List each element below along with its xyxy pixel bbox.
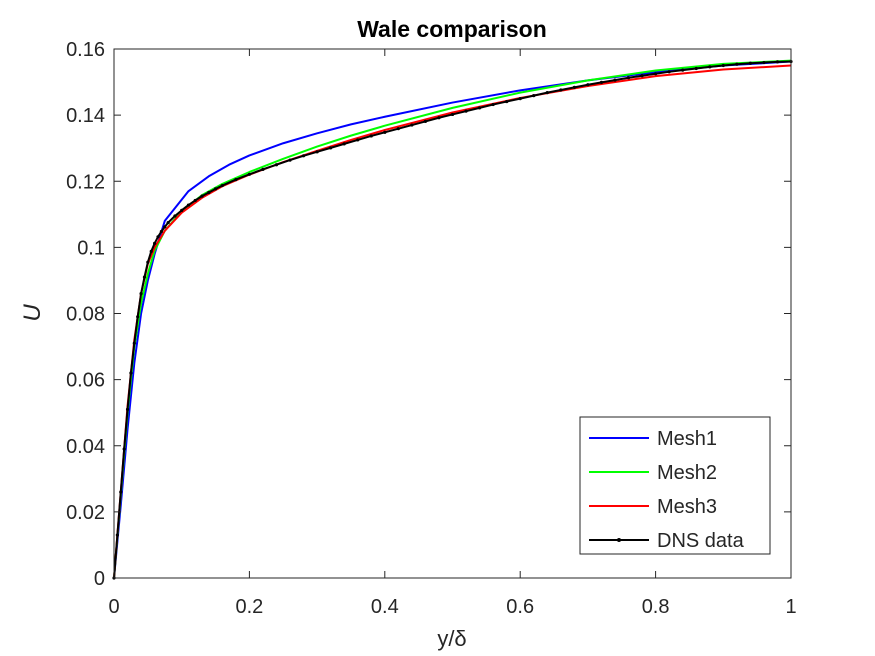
data-point — [477, 106, 482, 110]
data-point — [329, 146, 333, 150]
legend-marker — [617, 538, 621, 542]
axes: 0 0.2 0.4 0.6 0.8 1 0 0.02 0.04 0.06 0.08 0.1 0.12 0.… — [66, 39, 797, 618]
y-axis-label: U — [19, 304, 46, 322]
data-point — [139, 292, 143, 296]
legend-label: DNS data — [657, 530, 745, 552]
data-point — [180, 208, 184, 212]
data-point — [146, 260, 150, 264]
data-point — [586, 83, 590, 87]
data-point — [119, 490, 123, 494]
data-point — [149, 249, 153, 253]
legend-label: Mesh1 — [657, 428, 717, 450]
data-point — [518, 96, 522, 101]
data-point — [437, 116, 441, 120]
data-point — [775, 60, 780, 64]
y-tick-label: 0.04 — [66, 436, 105, 458]
x-tick-label: 0.6 — [506, 596, 534, 618]
data-point — [163, 225, 167, 229]
data-point — [159, 229, 163, 234]
data-point — [274, 163, 279, 167]
data-point — [694, 66, 698, 71]
data-point — [572, 85, 576, 89]
data-point — [288, 158, 292, 162]
data-point — [234, 178, 238, 182]
data-point — [356, 138, 360, 142]
data-point — [142, 275, 147, 279]
data-point — [613, 78, 617, 82]
y-tick-label: 0.16 — [66, 39, 105, 61]
y-tick-label: 0 — [94, 568, 105, 590]
data-point — [220, 183, 224, 188]
y-tick-label: 0.02 — [66, 502, 105, 524]
data-point — [545, 91, 549, 95]
data-point — [342, 142, 346, 146]
data-point — [186, 203, 191, 207]
data-point — [748, 61, 752, 65]
data-point — [532, 94, 536, 98]
data-point — [505, 99, 509, 104]
data-point — [136, 315, 140, 319]
data-point — [153, 241, 157, 246]
x-tick-label: 0.4 — [371, 596, 399, 618]
data-point — [681, 68, 685, 72]
data-point — [261, 167, 265, 171]
series-line-1 — [113, 60, 792, 579]
data-point — [667, 70, 671, 74]
data-point — [301, 154, 306, 158]
legend: Mesh1 Mesh2 Mesh3 DNS data — [579, 416, 771, 555]
data-point — [640, 74, 644, 78]
data-point — [599, 80, 604, 84]
y-tick-label: 0.06 — [66, 370, 105, 392]
y-tick-label: 0.08 — [66, 304, 105, 326]
data-point — [762, 60, 766, 65]
y-tick-label: 0.14 — [66, 105, 105, 127]
x-tick-label: 0.8 — [642, 596, 670, 618]
data-point — [735, 62, 739, 66]
x-tick-label: 1 — [785, 596, 796, 618]
data-point — [173, 214, 177, 218]
legend-label: Mesh2 — [657, 462, 717, 484]
x-tick-label: 0.2 — [235, 596, 263, 618]
data-point — [410, 123, 414, 127]
legend-box — [579, 416, 771, 555]
data-point — [129, 371, 133, 375]
x-tick-label: 0 — [108, 596, 119, 618]
data-point — [559, 88, 563, 92]
data-point — [247, 172, 251, 176]
data-point — [156, 235, 160, 239]
data-point — [383, 130, 387, 134]
data-point — [491, 102, 495, 107]
data-point — [626, 76, 631, 80]
data-point — [193, 198, 197, 203]
chart-title: Wale comparison — [357, 16, 547, 42]
data-point — [450, 112, 455, 117]
data-point — [207, 190, 211, 195]
data-point — [721, 63, 725, 68]
data-point — [166, 220, 170, 225]
plot-area — [112, 59, 793, 580]
data-point — [115, 533, 119, 537]
data-point — [708, 65, 712, 69]
series-line-2 — [113, 59, 792, 579]
data-point — [125, 407, 130, 411]
data-point — [369, 134, 373, 138]
data-point — [213, 187, 218, 191]
y-tick-label: 0.1 — [77, 237, 105, 259]
y-tick-label: 0.12 — [66, 171, 105, 193]
data-point — [200, 194, 204, 198]
x-axis-label: y/δ — [437, 626, 466, 651]
data-point — [654, 72, 658, 76]
data-point — [122, 447, 126, 451]
data-point — [315, 150, 319, 154]
data-point — [464, 109, 468, 113]
data-point — [132, 341, 136, 345]
data-point — [423, 119, 428, 124]
legend-label: Mesh3 — [657, 496, 717, 518]
data-point — [396, 127, 400, 131]
